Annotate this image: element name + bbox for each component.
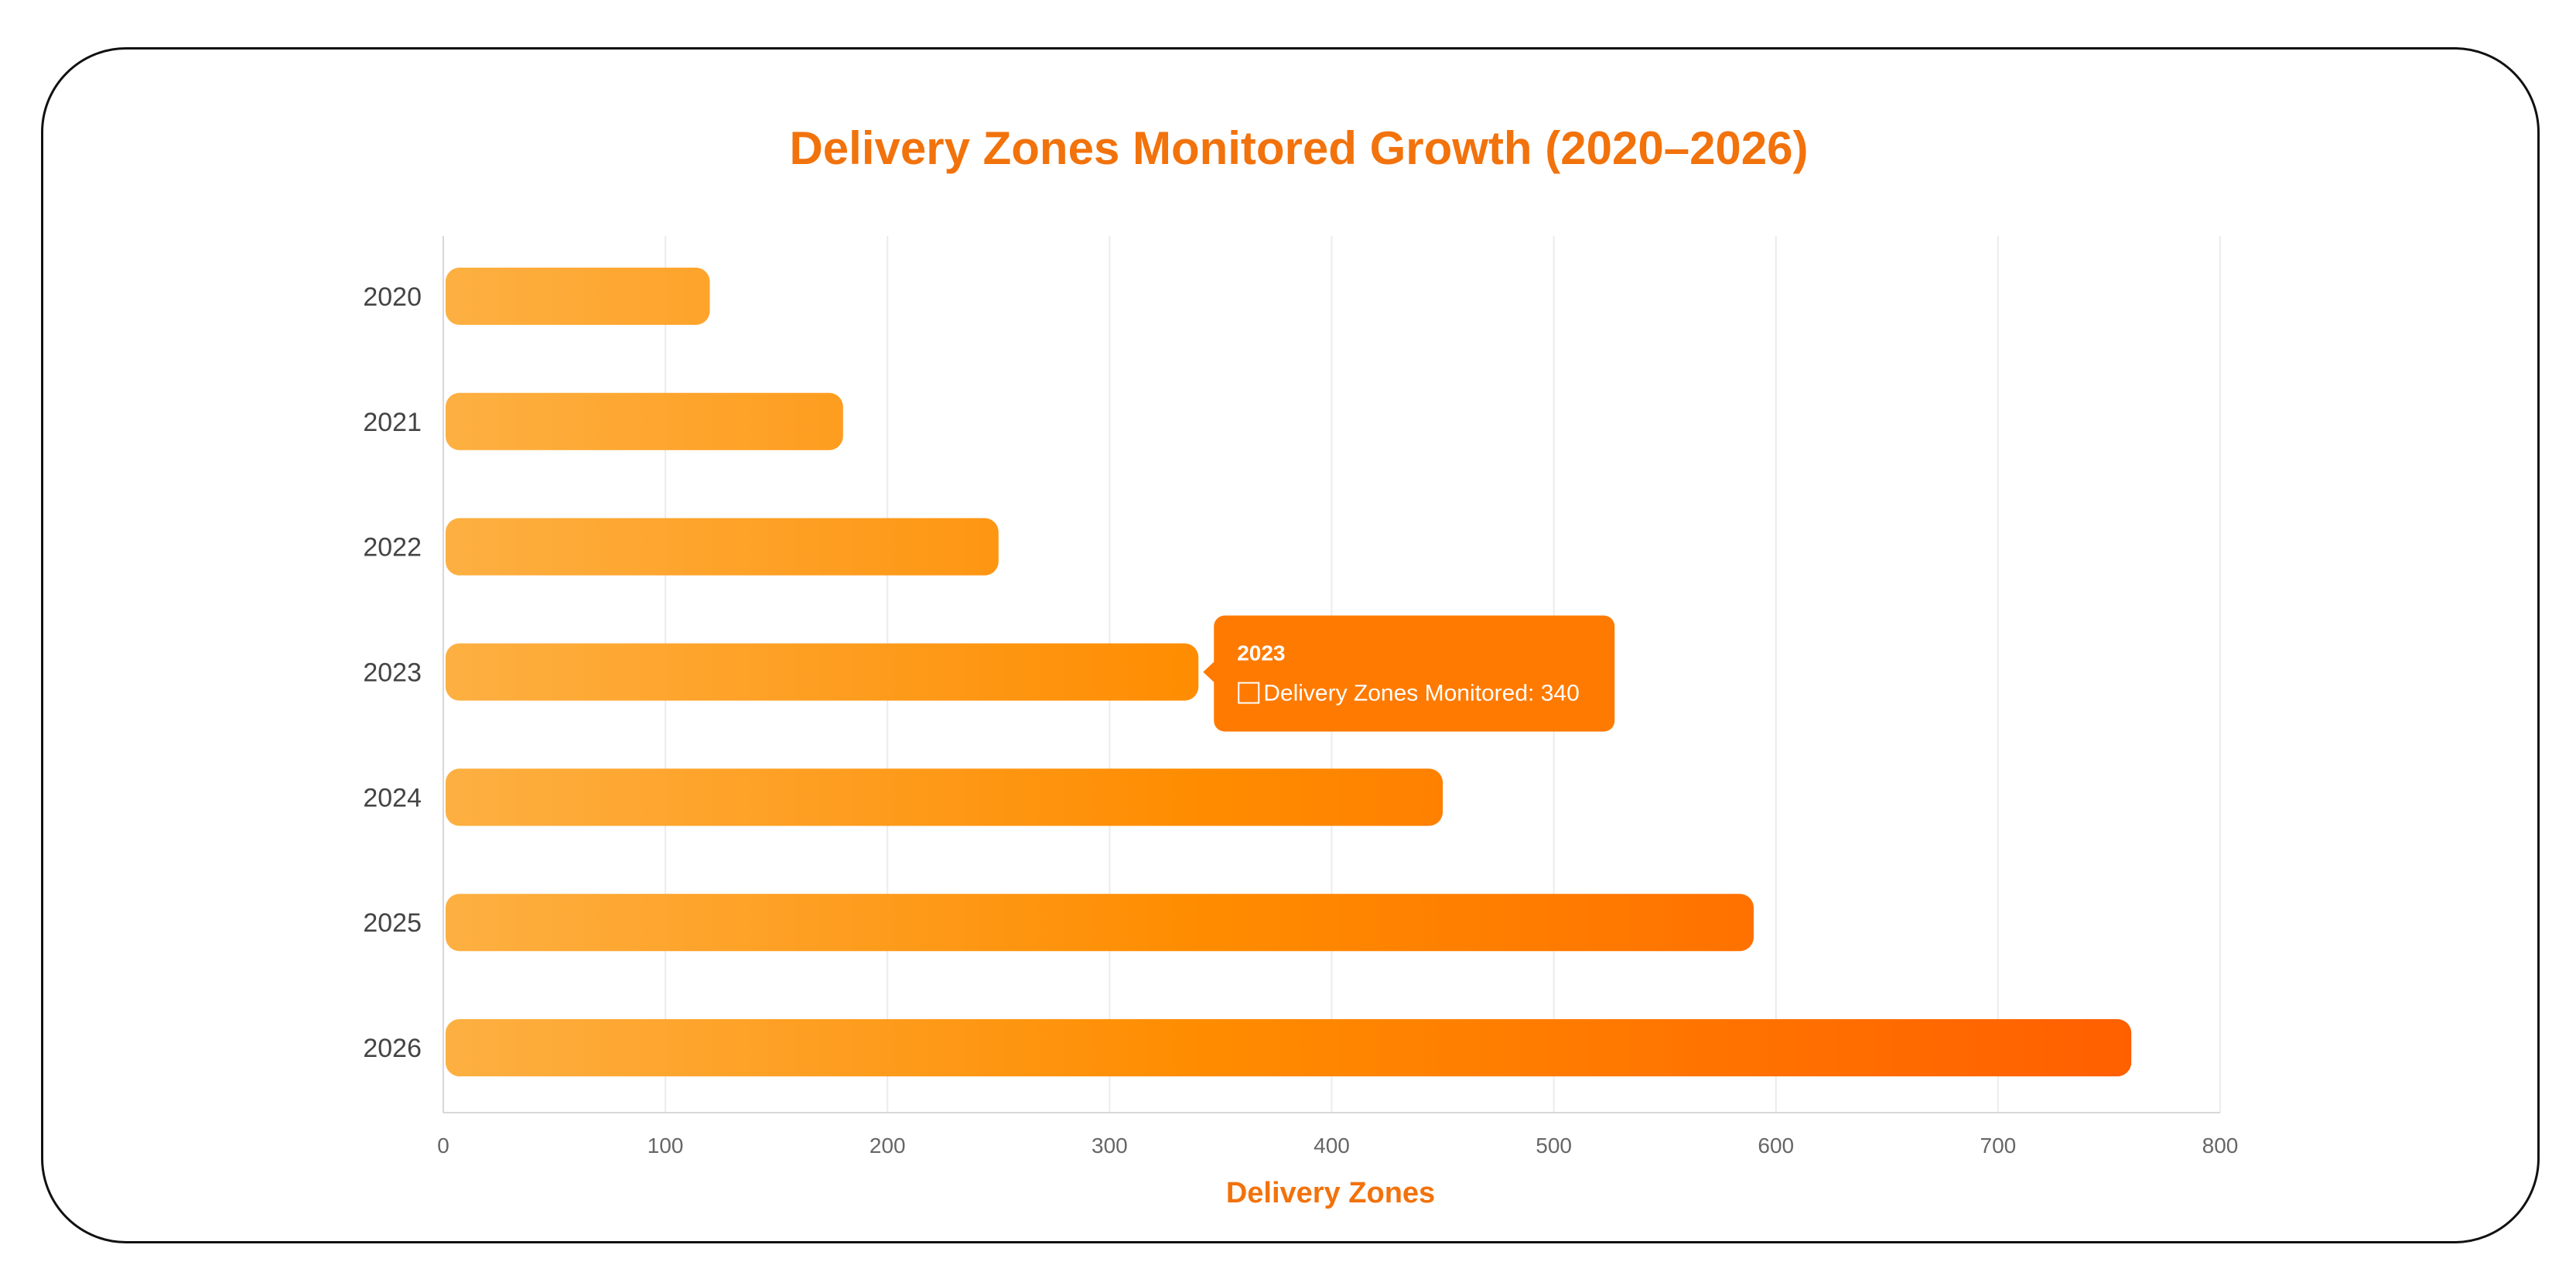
bar-2026 <box>446 1019 2132 1077</box>
y-tick-label: 2026 <box>363 1034 422 1063</box>
tooltip: 2023 Delivery Zones Monitored: 340 <box>1203 615 1615 732</box>
y-tick-label: 2020 <box>363 282 422 312</box>
x-tick-label: 800 <box>2202 1134 2239 1158</box>
y-tick-label: 2023 <box>363 658 422 688</box>
bar-2025 <box>446 894 1754 952</box>
x-tick-label: 300 <box>1092 1134 1128 1158</box>
x-tick-label: 500 <box>1536 1134 1572 1158</box>
bar-2024 <box>446 768 1443 826</box>
x-axis-tick-labels: 0 100 200 300 400 500 600 700 800 <box>437 1134 2238 1158</box>
y-tick-label: 2021 <box>363 408 422 437</box>
tooltip-swatch <box>1238 682 1260 704</box>
x-tick-label: 600 <box>1758 1134 1794 1158</box>
tooltip-caret <box>1203 661 1215 683</box>
x-tick-label: 200 <box>869 1134 906 1158</box>
bars <box>446 267 2132 1077</box>
y-axis-tick-labels: 2020 2021 2022 2023 2024 2025 2026 <box>363 282 422 1063</box>
bar-2020 <box>446 267 710 325</box>
x-tick-label: 400 <box>1314 1134 1350 1158</box>
y-tick-label: 2025 <box>363 908 422 938</box>
chart-title: Delivery Zones Monitored Growth (2020–20… <box>789 122 1808 174</box>
x-axis-label: Delivery Zones <box>1226 1177 1435 1209</box>
y-tick-label: 2022 <box>363 533 422 563</box>
y-tick-label: 2024 <box>363 783 422 812</box>
x-tick-label: 700 <box>1980 1134 2017 1158</box>
bar-2022 <box>446 518 999 576</box>
axes <box>442 236 2220 1113</box>
bar-2023 <box>446 643 1199 701</box>
x-tick-label: 0 <box>437 1134 449 1158</box>
tooltip-title: 2023 <box>1237 641 1285 665</box>
x-tick-label: 100 <box>647 1134 684 1158</box>
bar-2021 <box>446 392 843 450</box>
tooltip-box <box>1214 615 1615 732</box>
tooltip-label: Delivery Zones Monitored: 340 <box>1263 681 1580 706</box>
